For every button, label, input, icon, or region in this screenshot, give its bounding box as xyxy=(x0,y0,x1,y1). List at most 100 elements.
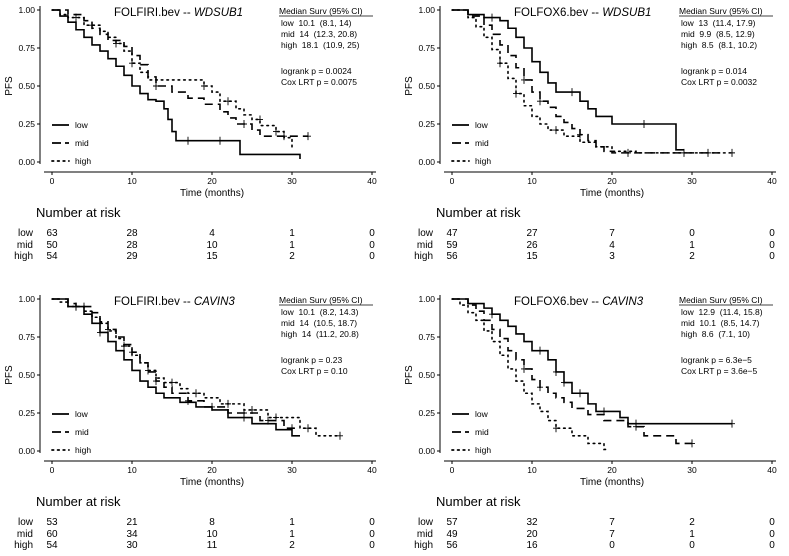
chart-title-gene: CAVIN3 xyxy=(602,296,644,308)
risk-row-label: high xyxy=(414,540,433,551)
censor-mark-high xyxy=(257,115,263,124)
censor-mark-mid xyxy=(625,148,631,157)
y-axis-label: PFS xyxy=(404,365,415,385)
x-tick-label: 20 xyxy=(207,176,217,186)
risk-cell: 0 xyxy=(369,529,375,540)
chart-title-prefix: FOLFOX6.bev -- xyxy=(514,296,602,308)
x-tick-label: 40 xyxy=(367,176,377,186)
risk-cell: 0 xyxy=(369,540,375,551)
legend-label-mid: mid xyxy=(475,138,489,148)
risk-cell: 54 xyxy=(46,251,58,262)
risk-cell: 0 xyxy=(769,251,775,262)
legend-label-low: low xyxy=(475,409,489,419)
censor-mark-mid xyxy=(521,75,527,84)
x-axis-label: Time (months) xyxy=(180,477,244,488)
legend-label-high: high xyxy=(475,445,491,455)
censor-mark-high xyxy=(273,127,279,136)
chart-title-gene: WDSUB1 xyxy=(194,7,243,19)
risk-cell: 20 xyxy=(526,529,538,540)
censor-mark-mid xyxy=(537,97,543,106)
risk-table-title: Number at risk xyxy=(436,494,521,509)
legend-label-low: low xyxy=(75,120,89,130)
km-curve-mid xyxy=(52,298,300,429)
censor-mark-high xyxy=(97,319,103,328)
y-tick-label: 0.00 xyxy=(418,446,435,456)
risk-cell: 50 xyxy=(46,240,58,251)
risk-cell: 0 xyxy=(769,529,775,540)
risk-cell: 54 xyxy=(46,540,58,551)
censor-mark-high xyxy=(681,148,687,157)
censor-mark-high xyxy=(225,97,231,106)
y-tick-label: 0.75 xyxy=(18,332,35,342)
censor-mark-low xyxy=(553,367,559,376)
risk-cell: 34 xyxy=(126,529,138,540)
x-tick-label: 10 xyxy=(127,176,137,186)
x-tick-label: 40 xyxy=(767,465,777,475)
censor-mark-low xyxy=(185,136,191,145)
chart-title: FOLFOX6.bev -- WDSUB1 xyxy=(514,7,651,19)
x-axis-label: Time (months) xyxy=(580,477,644,488)
risk-cell: 10 xyxy=(206,240,218,251)
risk-cell: 15 xyxy=(526,251,538,262)
km-curve-high xyxy=(451,298,609,451)
censor-mark-mid xyxy=(521,364,527,373)
risk-cell: 0 xyxy=(369,517,375,528)
risk-cell: 1 xyxy=(689,529,695,540)
risk-row-label: low xyxy=(418,517,434,528)
y-tick-label: 0.75 xyxy=(418,43,435,53)
y-tick-label: 0.75 xyxy=(418,332,435,342)
median-surv-row: mid 10.1 (8.5, 14.7) xyxy=(681,318,760,328)
censor-mark-high xyxy=(73,13,79,22)
censor-mark-mid xyxy=(689,439,695,448)
legend-label-low: low xyxy=(75,409,89,419)
censor-mark-high xyxy=(553,424,559,433)
x-tick-label: 20 xyxy=(607,465,617,475)
censor-mark-high xyxy=(337,431,343,440)
risk-cell: 29 xyxy=(126,251,138,262)
risk-cell: 56 xyxy=(446,540,458,551)
risk-table-title: Number at risk xyxy=(36,205,121,220)
median-surv-row: mid 9.9 (8.5, 12.9) xyxy=(681,29,755,39)
censor-mark-high xyxy=(89,21,95,30)
risk-cell: 53 xyxy=(46,517,58,528)
median-surv-row: mid 14 (12.3, 20.8) xyxy=(281,29,357,39)
logrank-p: logrank p = 0.014 xyxy=(681,66,747,76)
km-curve-mid xyxy=(452,9,724,154)
risk-cell: 4 xyxy=(609,240,615,251)
censor-mark-low xyxy=(489,13,495,22)
x-tick-label: 10 xyxy=(127,465,137,475)
chart-title: FOLFOX6.bev -- CAVIN3 xyxy=(514,296,644,308)
censor-mark-low xyxy=(217,136,223,145)
km-curve-low xyxy=(52,298,300,437)
chart-title-prefix: FOLFOX6.bev -- xyxy=(514,7,602,19)
risk-cell: 21 xyxy=(126,517,138,528)
risk-cell: 49 xyxy=(446,529,458,540)
median-surv-row: low 12.9 (11.4, 15.8) xyxy=(681,307,763,317)
risk-cell: 0 xyxy=(609,540,615,551)
risk-cell: 1 xyxy=(289,529,295,540)
risk-cell: 1 xyxy=(289,517,295,528)
legend-label-high: high xyxy=(475,156,491,166)
risk-cell: 10 xyxy=(206,529,218,540)
y-tick-label: 0.75 xyxy=(18,43,35,53)
risk-cell: 26 xyxy=(526,240,538,251)
censor-mark-high xyxy=(193,389,199,398)
risk-cell: 0 xyxy=(769,517,775,528)
risk-row-label: mid xyxy=(17,529,33,540)
risk-cell: 16 xyxy=(526,540,538,551)
censor-mark-low xyxy=(561,378,567,387)
risk-cell: 57 xyxy=(446,517,458,528)
censor-mark-mid xyxy=(289,424,295,433)
km-curve-low xyxy=(52,9,301,159)
median-surv-row: mid 14 (10.5, 18.7) xyxy=(281,318,357,328)
y-tick-label: 1.00 xyxy=(418,5,435,15)
censor-mark-high xyxy=(73,302,79,311)
km-curve-mid xyxy=(52,9,308,137)
censor-mark-mid xyxy=(153,82,159,90)
censor-mark-high xyxy=(225,399,231,408)
risk-cell: 15 xyxy=(206,251,218,262)
risk-cell: 1 xyxy=(289,228,295,239)
